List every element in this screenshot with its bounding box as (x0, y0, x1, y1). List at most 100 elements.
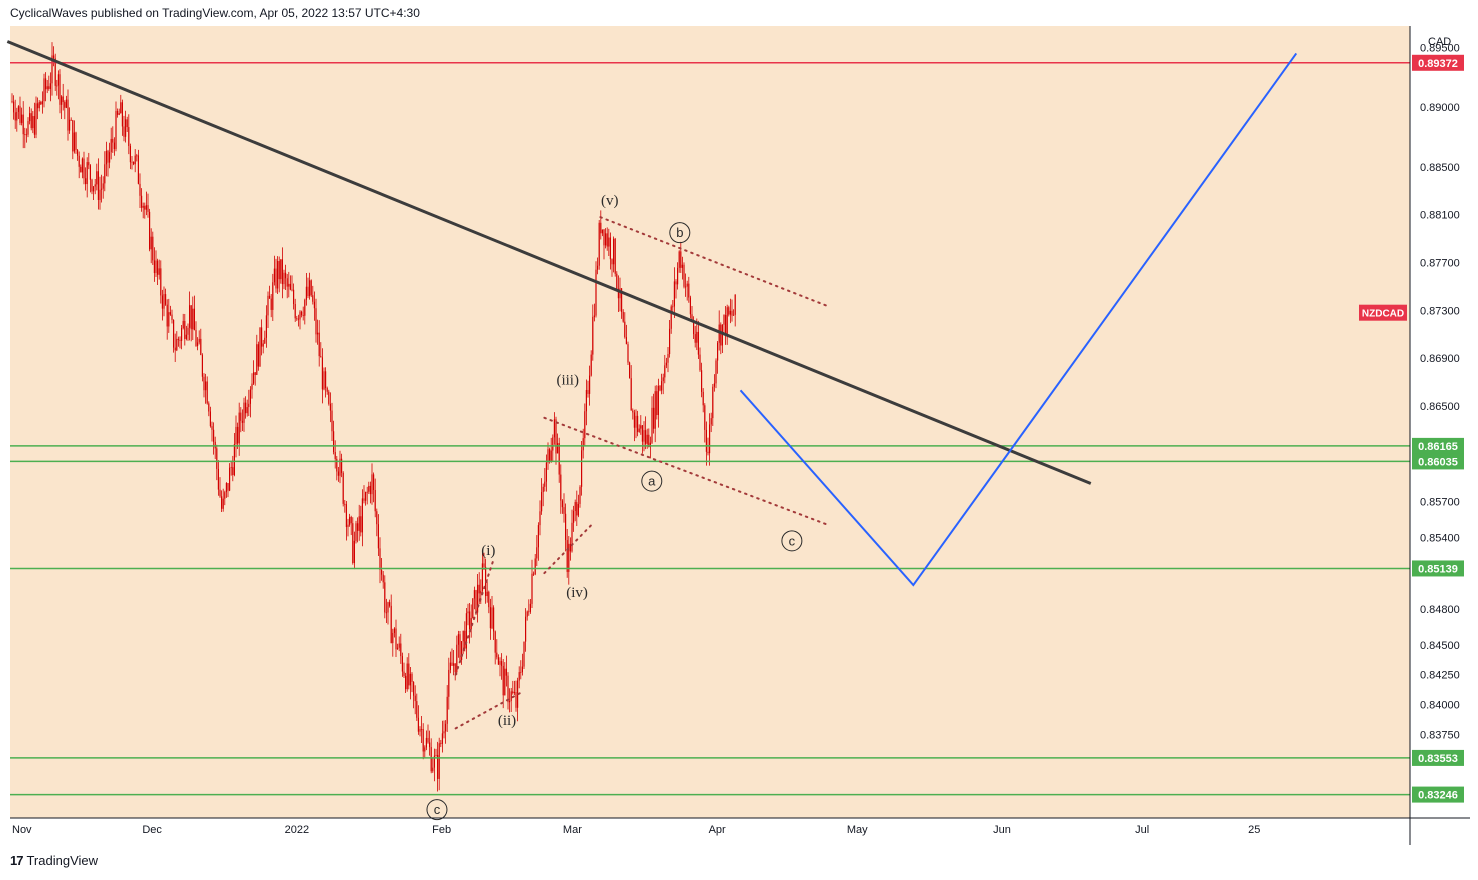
price-badges: 0.89372 0.86165 0.86035 0.85139 0.83553 0.832… (1359, 54, 1464, 803)
candle-body (581, 450, 583, 487)
candle-body (446, 696, 448, 724)
candle-body (528, 611, 530, 613)
candle-body (139, 183, 141, 196)
candle-body (371, 474, 373, 495)
candle-body (571, 522, 573, 552)
candle-body (230, 467, 232, 468)
candle-body (625, 337, 627, 345)
level-price-badge (1412, 54, 1464, 71)
candle-body (670, 306, 672, 329)
level-price-badge (1412, 786, 1464, 803)
candle-body (206, 381, 208, 404)
candle-body (349, 516, 351, 525)
candle-body (363, 498, 365, 501)
time-axis-ticks[interactable]: Nov Dec 2022 Feb Mar Apr May Jun Jul 25 (12, 824, 1260, 836)
candle-body (91, 179, 93, 192)
candle-body (14, 112, 16, 121)
candle-body (331, 410, 333, 432)
candle-body (403, 671, 405, 676)
candle-body (241, 420, 243, 423)
candle-body (699, 354, 701, 371)
candle-body (725, 315, 727, 337)
candle-body (521, 666, 523, 673)
candle-body (243, 402, 245, 423)
candle-body (246, 407, 248, 414)
wave-circle-label: a (648, 474, 656, 489)
candle-body (523, 641, 525, 667)
wave-circle-label: c (434, 802, 441, 817)
tradingview-logo[interactable]: 17 TradingView (10, 853, 98, 868)
candle-body (369, 485, 371, 495)
candle-body (280, 259, 282, 280)
time-tick-label: May (847, 824, 868, 836)
candle-body (661, 381, 663, 391)
price-tick-label: 0.89000 (1420, 102, 1460, 114)
candle-body (355, 523, 357, 541)
candle-body (512, 691, 514, 694)
price-axis-ticks[interactable]: 0.89500 0.89000 0.88500 0.88100 0.87700 0.873… (1420, 43, 1460, 742)
projection-path (739, 52, 1298, 587)
candle-body (461, 641, 463, 660)
candle-body (459, 634, 461, 660)
tradingview-brand-text: TradingView (26, 853, 99, 868)
candle-body (569, 543, 571, 552)
candle-body (253, 372, 255, 384)
candles-layer (11, 42, 736, 792)
candle-body (193, 308, 195, 331)
candle-body (201, 354, 203, 377)
candle-body (325, 371, 327, 388)
candle-body (491, 607, 493, 629)
candle-body (296, 318, 298, 320)
price-tick-label: 0.88100 (1420, 210, 1460, 222)
candle-body (291, 289, 293, 291)
candle-body (235, 426, 237, 444)
candle-body (726, 307, 728, 337)
candle-body (187, 327, 189, 335)
candle-body (120, 102, 122, 114)
candle-body (179, 339, 181, 341)
candle-body (654, 391, 656, 429)
candle-body (286, 278, 288, 287)
candle-body (467, 611, 469, 614)
candle-body (214, 441, 216, 449)
candle-body (488, 591, 490, 608)
time-tick-label: Dec (142, 824, 162, 836)
candle-body (358, 516, 360, 531)
candle-body (289, 283, 291, 290)
candle-body (160, 268, 162, 296)
candle-body (573, 510, 575, 523)
candle-body (629, 362, 631, 379)
candle-body (53, 55, 55, 59)
candle-body (510, 691, 512, 701)
candle-body (350, 516, 352, 524)
candle-body (653, 407, 655, 429)
candle-body (150, 236, 152, 250)
candle-body (664, 365, 666, 378)
candle-body (384, 582, 386, 613)
candle-body (501, 661, 503, 666)
candle-body (545, 462, 547, 482)
candle-body (171, 314, 173, 320)
candle-body (265, 315, 267, 338)
candle-body (481, 563, 483, 591)
published-caption: CyclicalWaves published on TradingView.c… (10, 6, 420, 20)
wave-circle-label: c (789, 533, 796, 548)
candle-body (641, 425, 643, 442)
candle-body (78, 155, 80, 167)
candle-body (309, 280, 311, 297)
candle-body (83, 158, 85, 179)
candle-body (222, 498, 224, 509)
candle-body (448, 669, 450, 697)
candle-body (278, 261, 280, 280)
candle-body (293, 289, 295, 305)
candle-body (198, 338, 200, 343)
channel-line (454, 560, 495, 676)
candle-body (659, 385, 661, 391)
candle-body (310, 280, 312, 296)
currency-label: CAD (1428, 36, 1451, 48)
candle-body (489, 607, 491, 629)
candle-body (25, 134, 27, 136)
candle-body (69, 119, 71, 131)
candle-body (72, 120, 74, 152)
